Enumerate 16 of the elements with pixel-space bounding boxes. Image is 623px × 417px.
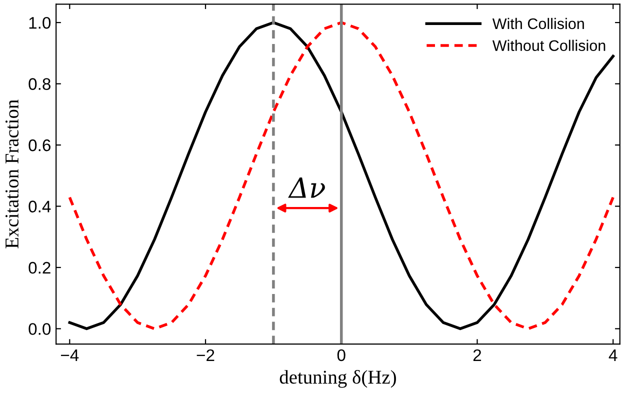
y-tick-label: 0.2	[28, 262, 50, 274]
y-axis-title: Excitation Fraction	[5, 100, 19, 248]
y-tick-label: 0.4	[28, 200, 51, 212]
legend-label: Without Collision	[492, 40, 606, 52]
x-tick-label: 0	[337, 349, 346, 362]
y-tick-label: 1.0	[29, 16, 51, 29]
x-tick-label: −4	[60, 350, 79, 361]
x-tick-label: −2	[196, 349, 214, 361]
annotation: Δν	[288, 177, 325, 198]
y-tick-label: 0.8	[28, 78, 50, 90]
x-axis-title: detuning δ(Hz)	[280, 370, 396, 388]
y-tick-label: 0.6	[28, 139, 50, 152]
x-tick-label: 2	[473, 349, 482, 361]
x-tick-label: 4	[608, 350, 618, 361]
legend-label: With Collision	[492, 18, 584, 30]
y-tick-label: 0.0	[28, 323, 51, 335]
